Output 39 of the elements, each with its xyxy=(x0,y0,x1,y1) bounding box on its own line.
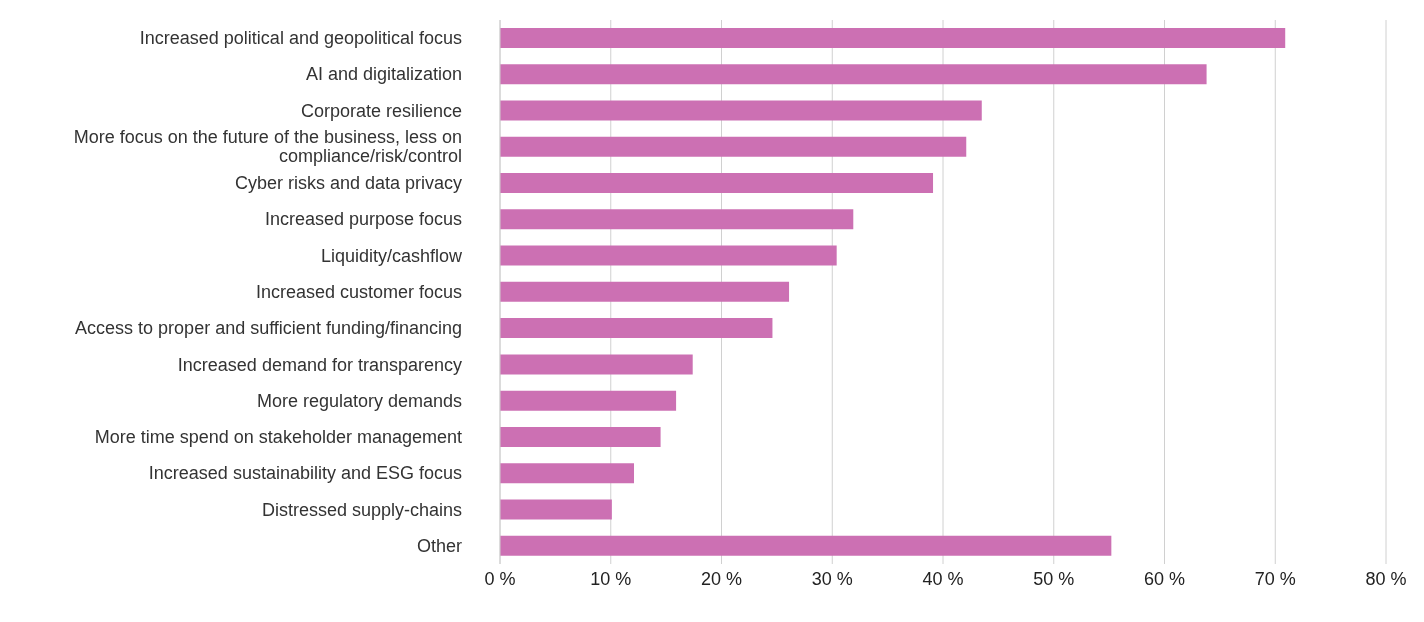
bar xyxy=(500,426,661,447)
x-tick-label: 50 % xyxy=(1033,568,1075,589)
bar xyxy=(500,463,635,484)
bar xyxy=(500,209,854,230)
y-tick-label: Cyber risks and data privacy xyxy=(234,173,462,194)
y-tick-label: Access to proper and sufficient funding/financing xyxy=(75,318,462,339)
bar xyxy=(500,136,967,157)
bar xyxy=(500,281,790,302)
bar xyxy=(500,64,1207,85)
bar xyxy=(500,245,837,266)
x-tick-label: 20 % xyxy=(700,568,743,589)
bar xyxy=(500,318,773,339)
bar xyxy=(500,499,612,520)
bar xyxy=(500,354,693,375)
y-tick-label: More regulatory demands xyxy=(256,390,462,411)
y-tick-label: Other xyxy=(416,535,462,556)
x-tick-label: 70 % xyxy=(1254,568,1296,589)
y-tick-label: Increased customer focus xyxy=(255,282,462,302)
y-tick-label: Increased purpose focus xyxy=(264,209,462,230)
y-tick-label: More time spend on stakeholder management xyxy=(94,427,462,448)
bar xyxy=(500,100,982,121)
y-tick-label: Corporate resilience xyxy=(300,100,462,121)
y-tick-label: Distressed supply-chains xyxy=(261,499,462,520)
bar xyxy=(500,535,1112,556)
x-tick-label: 0 % xyxy=(484,568,516,589)
y-tick-label: Increased demand for transparency xyxy=(177,354,462,375)
y-tick-label: More focus on the future of the business, less on compliance/risk/control xyxy=(73,127,462,167)
x-tick-label: 40 % xyxy=(922,568,964,589)
x-tick-label: 30 % xyxy=(811,568,853,589)
y-tick-label: Increased sustainability and ESG focus xyxy=(148,463,462,484)
bar xyxy=(500,390,677,411)
y-tick-label: AI and digitalization xyxy=(305,64,462,85)
y-tick-label: Increased political and geopolitical focus xyxy=(139,28,462,49)
x-tick-label: 10 % xyxy=(590,568,632,589)
x-tick-label: 60 % xyxy=(1143,568,1186,589)
bar xyxy=(500,27,1286,48)
bar xyxy=(500,173,934,194)
x-tick-label: 80 % xyxy=(1365,568,1407,589)
y-tick-label: Liquidity/cashflow xyxy=(320,245,463,266)
